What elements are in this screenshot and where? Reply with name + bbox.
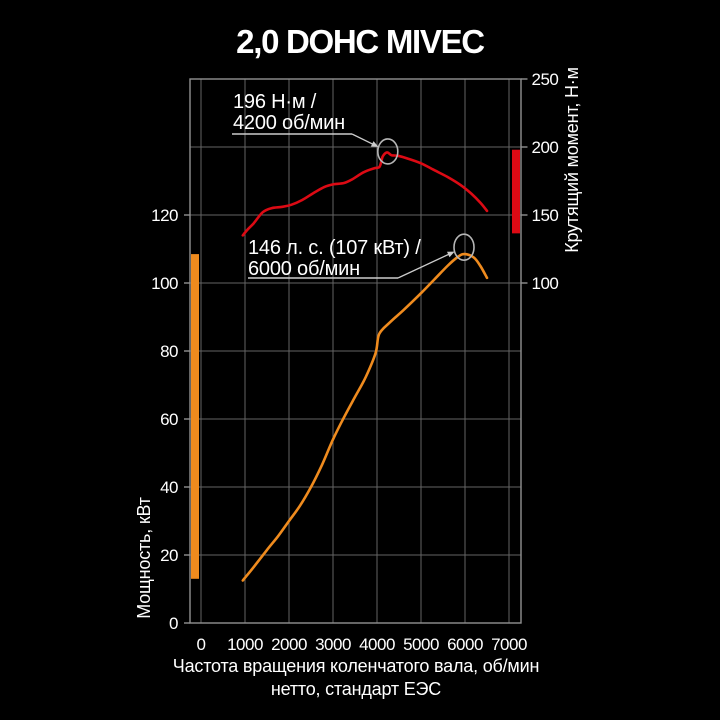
power-range-bar [191,254,199,579]
annotations-layer: 196 Н·м /4200 об/мин 146 л. с. (107 кВт) … [232,91,475,280]
power-tick-label: 60 [160,410,178,429]
annotation-arrowhead [370,141,379,147]
power-tick-label: 20 [160,546,178,565]
torque-range-bar [512,149,520,234]
power-tick-label: 80 [160,342,178,361]
annotation-text: 6000 об/мин [248,258,360,280]
power-tick-label: 100 [151,274,178,293]
annotation-torque-peak: 196 Н·м /4200 об/мин [232,91,399,165]
annotation-leader-line [397,252,452,279]
torque-tick-label: 100 [532,274,559,293]
grid-layer [189,78,522,624]
annotation-text: 146 л. с. (107 кВт) / [248,237,421,259]
rpm-tick-label: 4000 [359,635,395,654]
peak-marker-ellipse [376,138,399,165]
rpm-tick-label: 6000 [447,635,483,654]
torque-axis-title: Крутящий момент, Н·м [562,67,582,253]
chart-title: 2,0 DOHC MIVEC [236,23,484,60]
power-tick-label: 0 [169,614,178,633]
rpm-tick-label: 5000 [403,635,439,654]
rpm-tick-label: 7000 [491,635,527,654]
torque-curve [241,151,489,237]
annotation-power-peak: 146 л. с. (107 кВт) /6000 об/мин [248,233,475,280]
torque-tick-label: 150 [532,206,559,225]
power-axis-title: Мощность, кВт [134,497,154,619]
power-tick-label: 120 [151,206,178,225]
rpm-tick-label: 3000 [315,635,351,654]
rpm-tick-label: 0 [197,635,206,654]
rpm-tick-label: 1000 [227,635,263,654]
torque-tick-label: 200 [532,138,559,157]
ticks-layer: 0 20 40 60 80 100 120 100 150 200 250 0 1000 2000 3000… [151,70,559,654]
annotation-text: 196 Н·м / [233,91,317,113]
power-curve [241,252,489,582]
peak-marker-ellipse [453,233,475,261]
annotation-arrowhead [447,251,455,258]
annotation-text: 4200 об/мин [233,112,345,134]
x-axis-title: Частота вращения коленчатого вала, об/ми… [173,656,539,676]
power-tick-label: 40 [160,478,178,497]
curves-layer [241,151,489,582]
annotation-leader-line [351,133,376,146]
rpm-tick-label: 2000 [271,635,307,654]
x-axis-subtitle: нетто, стандарт ЕЭС [271,679,441,699]
torque-tick-label: 250 [532,70,559,89]
range-bars-layer [191,149,520,579]
